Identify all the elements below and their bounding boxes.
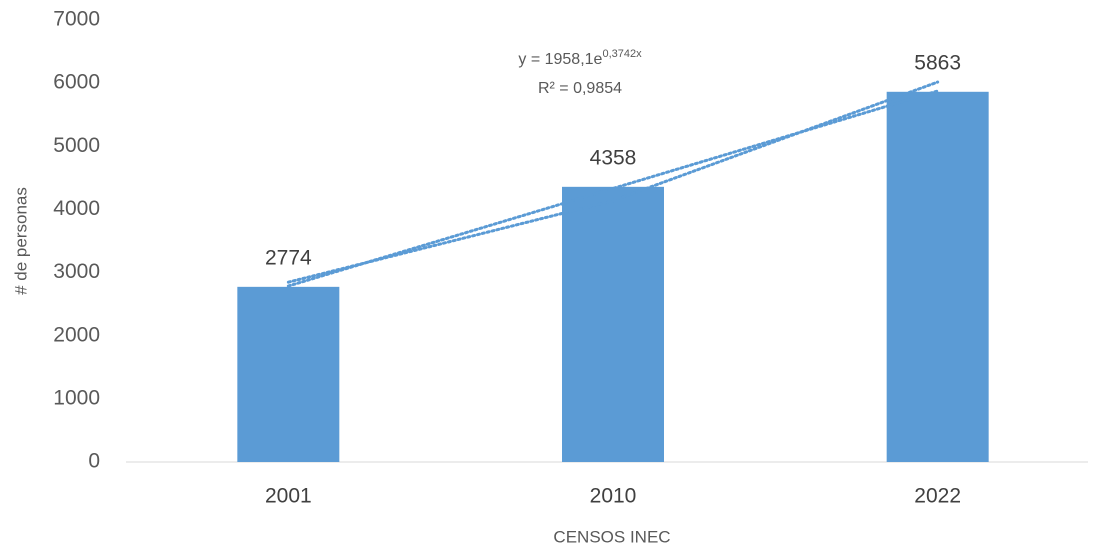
bar: [562, 186, 664, 462]
y-tick-label: 6000: [53, 71, 100, 94]
data-label: 2774: [265, 246, 312, 269]
data-label: 4358: [590, 146, 637, 169]
y-tick-label: 5000: [53, 134, 100, 157]
x-tick-label: 2010: [590, 485, 637, 508]
y-tick-label: 3000: [53, 260, 100, 283]
r-squared: R² = 0,9854: [538, 80, 622, 97]
bar: [886, 91, 989, 462]
x-tick-label: 2022: [914, 485, 961, 508]
y-tick-label: 2000: [53, 323, 100, 346]
y-tick-label: 7000: [53, 8, 100, 31]
y-axis-title: # de personas: [11, 187, 30, 295]
trendline: [286, 89, 940, 288]
exponent: 0,3742x: [602, 48, 642, 60]
data-label: 5863: [914, 51, 961, 74]
y-tick-label: 0: [88, 450, 100, 473]
trend-equation: y = 1958,1e0,3742x: [518, 48, 642, 68]
bar: [237, 286, 340, 462]
y-tick-label: 1000: [53, 386, 100, 409]
x-axis-title: CENSOS INEC: [553, 527, 670, 546]
equation: y = 1958,1e: [518, 51, 602, 68]
y-tick-label: 4000: [53, 197, 100, 220]
trendline: [286, 80, 940, 284]
x-tick-label: 2001: [265, 485, 312, 508]
